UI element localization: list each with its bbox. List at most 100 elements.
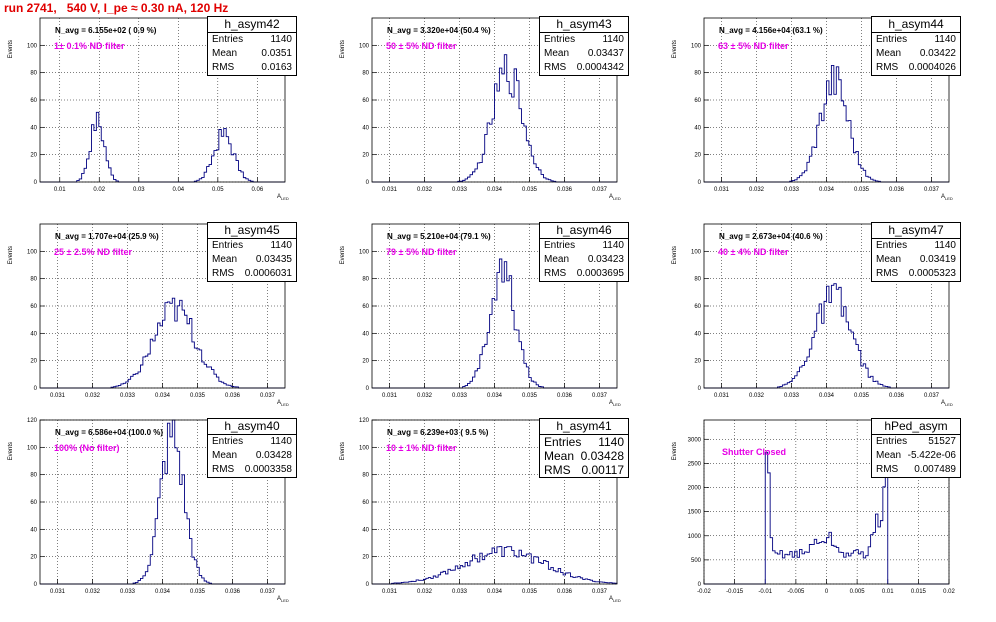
x-tick-label: 0.032 <box>417 187 433 193</box>
histogram-pad-h-asym42: 0.01 0.02 0.03 0.04 0.05 0.06 0 20 40 60 80 100 Even… <box>0 14 330 219</box>
y-tick-label: 20 <box>362 555 369 561</box>
stat-value: 0.0004026 <box>908 62 956 73</box>
x-tick-label: 0.033 <box>120 393 136 399</box>
histogram-line <box>704 451 949 585</box>
stat-label: Entries <box>876 34 908 45</box>
stat-box-title: h_asym44 <box>872 17 960 33</box>
y-tick-label: 40 <box>30 527 37 533</box>
y-axis-label: Events <box>672 40 678 58</box>
x-axis-label: ALED <box>609 400 621 407</box>
y-tick-label: 40 <box>30 125 37 131</box>
stat-label: Mean <box>212 450 238 461</box>
histogram-pad-h-asym47: 0.031 0.032 0.033 0.034 0.035 0.036 0.037 0 20 40… <box>664 220 994 425</box>
x-tick-label: 0.035 <box>522 589 538 595</box>
stat-value: 0.03419 <box>919 254 956 265</box>
y-tick-label: 100 <box>27 445 38 451</box>
x-tick-label: 0.036 <box>225 393 241 399</box>
x-tick-label: 0.032 <box>417 393 433 399</box>
stat-value: 1140 <box>602 240 624 251</box>
x-tick-label: 0.031 <box>714 393 730 399</box>
x-tick-label: 0.034 <box>819 393 835 399</box>
stat-value: 1140 <box>270 436 292 447</box>
y-tick-label: 80 <box>30 473 37 479</box>
stat-value: 0.0004342 <box>576 62 624 73</box>
navg-label: N_avg = 4.156e+04 (63.1 %) <box>719 26 823 35</box>
stat-box: h_asym43 Entries 1140 Mean 0.03437 RMS 0.00043… <box>539 16 629 76</box>
stat-value: 0.03423 <box>587 254 624 265</box>
stat-label: RMS <box>876 464 899 475</box>
stat-box: hPed_asym Entries 51527 Mean -5.422e-06 RMS 0.… <box>871 418 961 478</box>
y-axis-label: Events <box>8 40 14 58</box>
x-tick-label: 0.037 <box>924 393 940 399</box>
stat-label: RMS <box>544 62 567 73</box>
x-tick-label: 0.036 <box>557 589 573 595</box>
plot-frame <box>371 17 618 183</box>
stat-row-entries: Entries 1140 <box>540 435 628 449</box>
x-tick-label: 0.034 <box>819 187 835 193</box>
stat-label: Mean <box>876 48 902 59</box>
stat-box: h_asym41 Entries 1140 Mean 0.03428 RMS 0.00117 <box>539 418 629 478</box>
stat-value: -5.422e-06 <box>907 450 956 461</box>
stat-label: Entries <box>544 34 576 45</box>
stat-box: h_asym40 Entries 1140 Mean 0.03428 RMS 0.00033… <box>207 418 297 478</box>
x-tick-label: 0.037 <box>260 589 276 595</box>
y-tick-label: 100 <box>359 249 370 255</box>
y-tick-label: 20 <box>362 153 369 159</box>
filter-label: 1± 0.1% ND filter <box>54 41 125 51</box>
y-tick-label: 0 <box>34 386 38 392</box>
x-tick-label: 0.032 <box>749 393 765 399</box>
x-tick-label: 0.033 <box>452 187 468 193</box>
y-tick-label: 20 <box>362 359 369 365</box>
x-axis-label: ALED <box>277 194 289 201</box>
stat-value: 0.03428 <box>255 450 292 461</box>
histogram-line <box>372 546 618 585</box>
y-tick-label: 0 <box>366 180 370 186</box>
filter-label: 40 ± 4% ND filter <box>718 247 789 257</box>
x-axis-label: ALED <box>941 194 953 201</box>
stat-row-rms: RMS 0.0004342 <box>540 61 628 75</box>
stat-label: Mean <box>544 254 570 265</box>
x-tick-label: 0.037 <box>592 393 608 399</box>
y-tick-label: 1500 <box>688 510 702 516</box>
stat-row-rms: RMS 0.0163 <box>208 61 296 75</box>
y-tick-label: 500 <box>691 558 702 564</box>
y-tick-label: 60 <box>30 500 37 506</box>
plot-frame <box>39 17 286 183</box>
x-tick-label: 0.035 <box>854 393 870 399</box>
stat-box-title: h_asym41 <box>540 419 628 435</box>
stat-value: 0.0351 <box>261 48 292 59</box>
stat-value: 0.0003695 <box>576 268 624 279</box>
stat-row-entries: Entries 1140 <box>872 239 960 253</box>
x-tick-label: 0.05 <box>212 187 224 193</box>
x-tick-label: 0.032 <box>417 589 433 595</box>
stat-label: RMS <box>212 464 235 475</box>
stat-row-rms: RMS 0.0003695 <box>540 267 628 281</box>
navg-label: N_avg = 1.707e+04 (25.9 %) <box>55 232 159 241</box>
x-tick-label: 0.036 <box>557 393 573 399</box>
x-tick-label: -0.02 <box>697 589 711 595</box>
stat-label: Entries <box>876 436 908 447</box>
navg-label: N_avg = 2.673e+04 (40.6 %) <box>719 232 823 241</box>
y-tick-label: 0 <box>34 582 38 588</box>
stat-box-title: h_asym45 <box>208 223 296 239</box>
stat-label: Mean <box>212 48 238 59</box>
stat-label: Entries <box>212 240 244 251</box>
stat-label: RMS <box>544 268 567 279</box>
y-tick-label: 0 <box>366 582 370 588</box>
stat-row-entries: Entries 1140 <box>208 435 296 449</box>
stat-row-mean: Mean -5.422e-06 <box>872 449 960 463</box>
stat-row-mean: Mean 0.03422 <box>872 47 960 61</box>
y-axis-label: Events <box>340 442 346 460</box>
x-tick-label: 0.036 <box>557 187 573 193</box>
plot-frame <box>371 419 618 585</box>
histogram-pad-h-asym46: 0.031 0.032 0.033 0.034 0.035 0.036 0.037 0 20 40… <box>332 220 662 425</box>
y-tick-label: 20 <box>30 153 37 159</box>
filter-label: 10 ± 1% ND filter <box>386 443 457 453</box>
stat-value: 1140 <box>934 34 956 45</box>
x-tick-label: 0.033 <box>452 393 468 399</box>
x-tick-label: 0.035 <box>522 393 538 399</box>
y-tick-label: 2500 <box>688 461 702 467</box>
stat-value: 0.03437 <box>587 48 624 59</box>
x-tick-label: 0.031 <box>382 393 398 399</box>
x-tick-label: 0.06 <box>251 187 263 193</box>
